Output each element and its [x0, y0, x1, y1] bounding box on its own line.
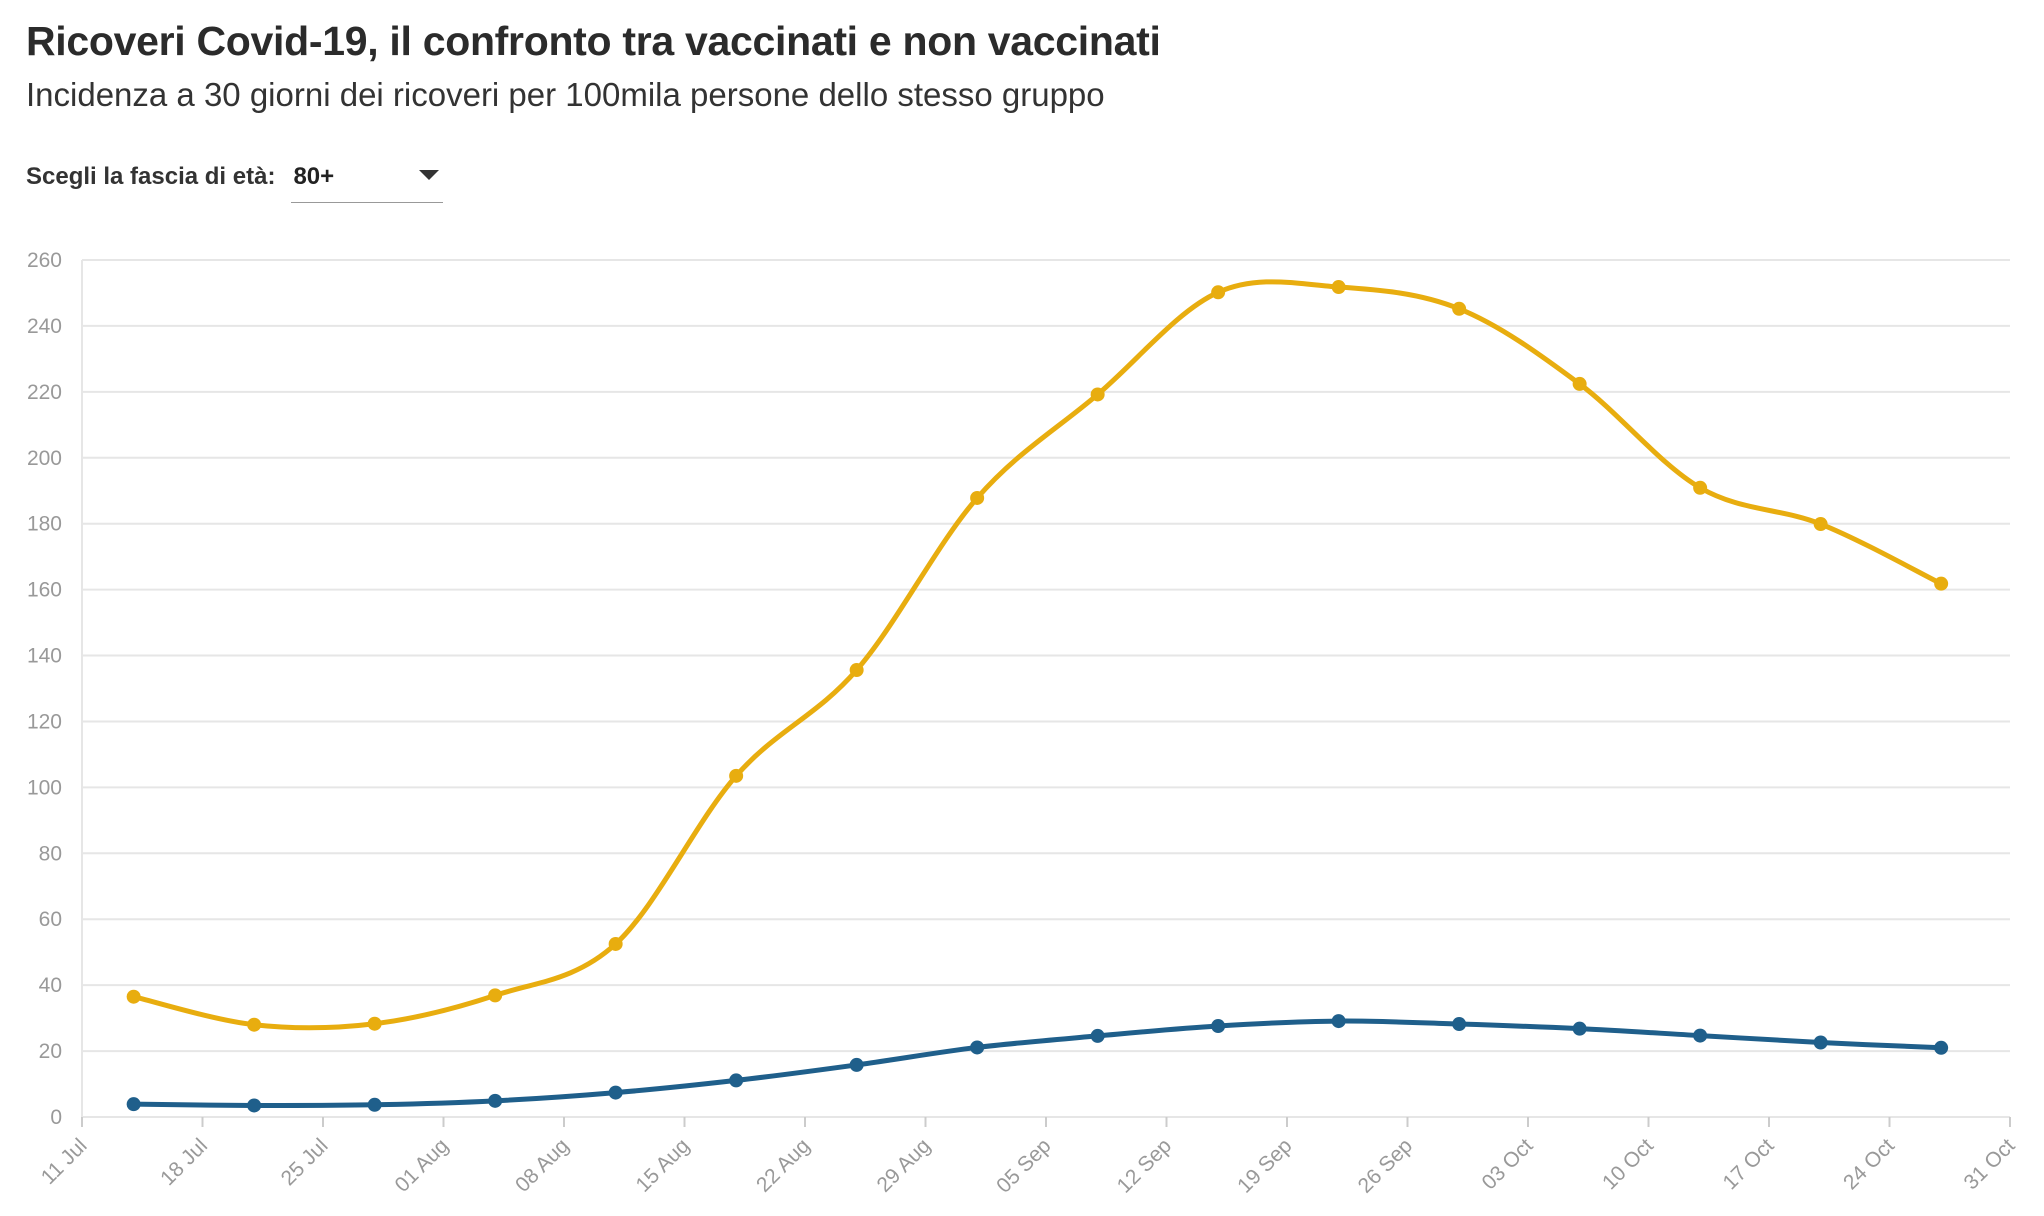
- data-point-vaccinati[interactable]: [1211, 1019, 1226, 1034]
- data-point-vaccinati[interactable]: [1331, 1014, 1346, 1029]
- data-point-vaccinati[interactable]: [1090, 1028, 1105, 1043]
- x-tick-label: 03 Oct: [1478, 1134, 1538, 1194]
- y-tick-label: 140: [27, 645, 62, 668]
- chart-subtitle: Incidenza a 30 giorni dei ricoveri per 1…: [26, 76, 1105, 113]
- data-point-non-vaccinati[interactable]: [1813, 517, 1828, 532]
- age-group-control: Scegli la fascia di età: 80+: [26, 160, 444, 204]
- x-tick-label: 25 Jul: [277, 1134, 333, 1190]
- data-point-vaccinati[interactable]: [849, 1057, 864, 1072]
- series-line-non-vaccinati: [131, 279, 1944, 1031]
- y-tick-label: 60: [39, 908, 62, 931]
- x-tick-label: 26 Sep: [1354, 1134, 1417, 1197]
- x-tick-label: 11 Jul: [37, 1134, 92, 1189]
- data-point-non-vaccinati[interactable]: [367, 1016, 382, 1031]
- data-point-non-vaccinati[interactable]: [1452, 301, 1467, 316]
- age-group-selected-value: 80+: [293, 163, 335, 190]
- chevron-down-icon: [419, 170, 440, 180]
- data-point-vaccinati[interactable]: [367, 1097, 382, 1112]
- x-tick-label: 19 Sep: [1233, 1134, 1296, 1197]
- y-tick-label: 220: [27, 381, 62, 404]
- data-point-non-vaccinati[interactable]: [1090, 387, 1105, 402]
- y-tick-label: 80: [39, 842, 62, 865]
- data-point-vaccinati[interactable]: [488, 1093, 503, 1108]
- data-point-non-vaccinati[interactable]: [849, 663, 864, 678]
- y-tick-label: 160: [27, 579, 62, 602]
- data-point-vaccinati[interactable]: [970, 1040, 985, 1055]
- y-tick-label: 20: [39, 1040, 62, 1063]
- x-axis: 11 Jul 18 Jul 25 Jul 01 Aug 08 Aug 15 Aug 22 A…: [37, 1117, 2020, 1198]
- x-tick-label: 10 Oct: [1598, 1134, 1658, 1194]
- data-point-vaccinati[interactable]: [608, 1085, 623, 1100]
- y-tick-label: 180: [27, 513, 62, 536]
- data-point-vaccinati[interactable]: [1813, 1035, 1828, 1050]
- data-point-non-vaccinati[interactable]: [608, 936, 623, 951]
- x-tick-label: 12 Sep: [1113, 1134, 1176, 1197]
- data-point-non-vaccinati[interactable]: [1693, 480, 1708, 495]
- data-point-vaccinati[interactable]: [1693, 1028, 1708, 1043]
- y-tick-label: 0: [50, 1106, 62, 1129]
- y-axis: 0 20 40 60 80 100 120 140 160 180 200 220 240 260: [27, 249, 83, 1129]
- y-tick-label: 100: [27, 776, 62, 799]
- data-point-non-vaccinati[interactable]: [729, 768, 744, 783]
- x-tick-label: 29 Aug: [873, 1134, 936, 1197]
- data-point-non-vaccinati[interactable]: [126, 989, 141, 1004]
- y-tick-label: 200: [27, 447, 62, 470]
- data-point-non-vaccinati[interactable]: [488, 988, 503, 1003]
- chart-title: Ricoveri Covid-19, il confronto tra vacc…: [26, 18, 1161, 64]
- x-tick-label: 22 Aug: [752, 1134, 815, 1197]
- data-point-non-vaccinati[interactable]: [1934, 576, 1949, 591]
- grid-lines: [82, 259, 2010, 1118]
- x-tick-label: 15 Aug: [632, 1134, 695, 1197]
- data-point-vaccinati[interactable]: [1452, 1017, 1467, 1032]
- data-point-vaccinati[interactable]: [729, 1073, 744, 1088]
- x-tick-label: 31 Oct: [1960, 1134, 2020, 1194]
- data-point-vaccinati[interactable]: [1572, 1021, 1587, 1036]
- data-point-non-vaccinati[interactable]: [970, 490, 985, 505]
- data-point-vaccinati[interactable]: [247, 1098, 262, 1113]
- y-tick-label: 240: [27, 315, 62, 338]
- x-tick-label: 17 Oct: [1719, 1134, 1779, 1194]
- age-group-label: Scegli la fascia di età:: [26, 163, 276, 190]
- x-tick-label: 18 Jul: [156, 1134, 212, 1190]
- x-tick-label: 01 Aug: [391, 1134, 454, 1197]
- data-point-non-vaccinati[interactable]: [1211, 285, 1226, 300]
- data-point-vaccinati[interactable]: [1934, 1040, 1949, 1055]
- data-point-vaccinati[interactable]: [126, 1097, 141, 1112]
- series-group: [126, 279, 1949, 1113]
- age-group-select[interactable]: 80+: [291, 160, 444, 203]
- data-point-non-vaccinati[interactable]: [247, 1017, 262, 1032]
- x-tick-label: 24 Oct: [1839, 1134, 1899, 1194]
- y-tick-label: 120: [27, 710, 62, 733]
- y-tick-label: 40: [39, 974, 62, 997]
- data-point-non-vaccinati[interactable]: [1331, 280, 1346, 295]
- y-tick-label: 260: [27, 249, 62, 272]
- x-tick-label: 05 Sep: [992, 1134, 1055, 1197]
- data-point-non-vaccinati[interactable]: [1572, 376, 1587, 391]
- series-line-vaccinati: [131, 1018, 1944, 1109]
- x-tick-label: 08 Aug: [511, 1134, 574, 1197]
